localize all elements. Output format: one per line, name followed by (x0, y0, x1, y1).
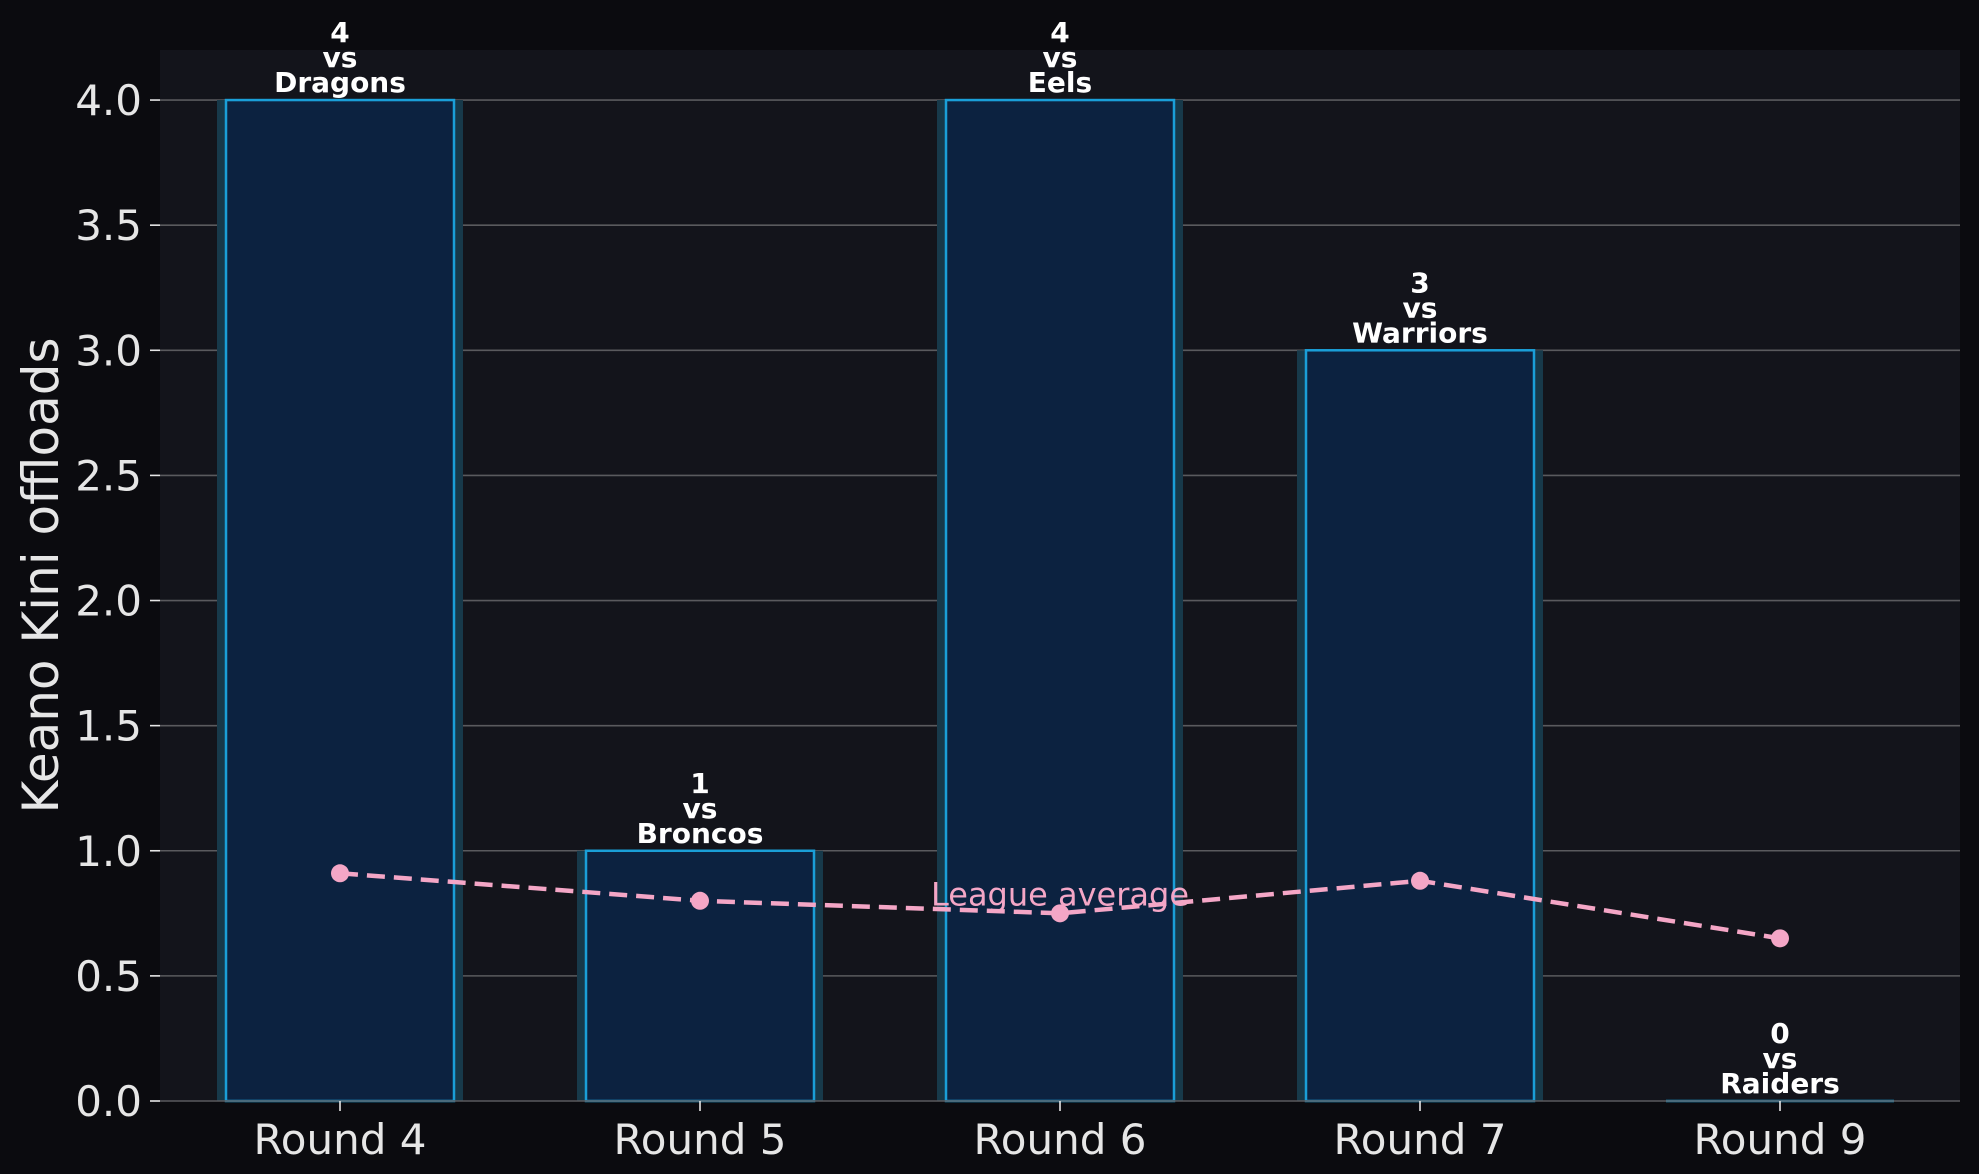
bar-value-label: 0 (1770, 1017, 1789, 1050)
bar-value-label: 4 (330, 16, 349, 49)
y-tick-label: 1.0 (75, 827, 142, 876)
x-tick-label: Round 7 (1334, 1115, 1507, 1164)
bar-labels: 4vsDragons1vsBroncos4vsEels3vsWarriors0v… (274, 16, 1840, 1100)
x-tick-label: Round 9 (1694, 1115, 1867, 1164)
league-average-point (691, 891, 709, 910)
y-tick-label: 0.5 (75, 952, 142, 1001)
bar-value-label: vs (683, 792, 718, 825)
x-tick-label: Round 5 (614, 1115, 787, 1164)
league-average-point (1051, 904, 1069, 923)
y-tick-label: 1.5 (75, 702, 142, 751)
y-axis-title: Keano Kini offloads (12, 338, 70, 814)
league-average-label: League average (931, 875, 1189, 913)
bar-value-label: vs (1403, 291, 1438, 324)
league-average-line: League average (331, 864, 1789, 948)
y-tick-label: 2.5 (75, 451, 142, 500)
bar-value-label: Dragons (274, 66, 406, 99)
y-tick-label: 0.0 (75, 1077, 142, 1126)
bar-value-label: Raiders (1720, 1067, 1840, 1100)
x-tick-label: Round 6 (974, 1115, 1147, 1164)
bars (217, 98, 1894, 1103)
bar-value-label: Warriors (1352, 316, 1488, 349)
bar-value-label: 4 (1050, 16, 1069, 49)
bar (224, 98, 456, 1103)
y-tick-label: 4.0 (75, 76, 142, 125)
league-average-point (1771, 929, 1789, 948)
y-tick-label: 3.0 (75, 326, 142, 375)
bar-value-label: vs (1043, 41, 1078, 74)
league-average-point (331, 864, 349, 883)
bar (1304, 349, 1536, 1103)
bar-value-label: Eels (1028, 66, 1092, 99)
axes: 0.0 0.5 1.0 1.5 2.0 2.5 3.0 3.5 4.0 Round 4 Round … (75, 76, 1960, 1164)
bar (944, 98, 1176, 1103)
bar-value-label: 3 (1410, 266, 1429, 299)
league-average-point (1411, 871, 1429, 890)
y-tick-label: 2.0 (75, 577, 142, 626)
bar-value-label: vs (323, 41, 358, 74)
bar (584, 849, 816, 1103)
bar-value-label: Broncos (637, 817, 764, 850)
x-tick-label: Round 4 (254, 1115, 427, 1164)
bar-value-label: vs (1763, 1042, 1798, 1075)
y-tick-label: 3.5 (75, 201, 142, 250)
bar-value-label: 1 (690, 767, 709, 800)
league-average-path (339, 871, 1781, 941)
